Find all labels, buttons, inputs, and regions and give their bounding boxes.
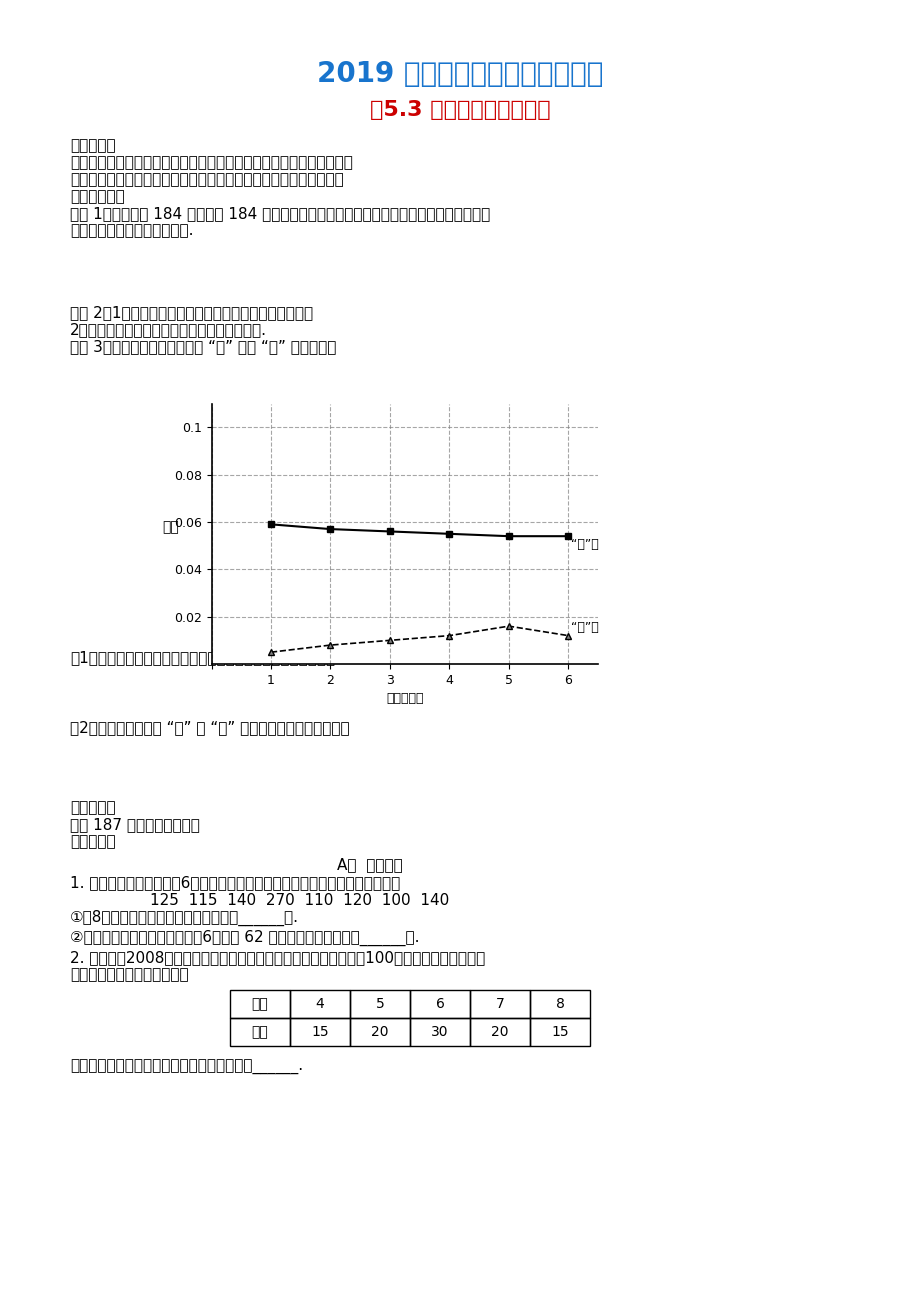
- Text: 思考题：频率如何计算，统计的时候与前面所学习的什么知识有关？: 思考题：频率如何计算，统计的时候与前面所学习的什么知识有关？: [70, 172, 344, 187]
- Text: 15: 15: [550, 1025, 568, 1039]
- Text: （2）你认为该书中的 “的” 和 “了” 两个字的使用频率哪个高？: （2）你认为该书中的 “的” 和 “了” 两个字的使用频率哪个高？: [70, 720, 349, 736]
- Text: 课本 187 面数学理解第一题: 课本 187 面数学理解第一题: [70, 816, 199, 832]
- Bar: [289, 1018, 349, 1046]
- Bar: [470, 990, 529, 1018]
- Text: 7: 7: [495, 997, 504, 1010]
- Text: 配套练习：: 配套练习：: [70, 835, 116, 849]
- Y-axis label: 频率: 频率: [163, 519, 179, 534]
- Text: 125  115  140  270  110  120  100  140: 125 115 140 270 110 120 100 140: [150, 893, 448, 907]
- Text: 问题与题例：: 问题与题例：: [70, 189, 125, 204]
- Text: 1. 光明中学环保小组对析6个餐厅一天的快餐饭盒使用个数做调查，结果如下：: 1. 光明中学环保小组对析6个餐厅一天的快餐饭盒使用个数做调查，结果如下：: [70, 875, 400, 891]
- Text: 2. 为了迎接2008年北京奥运会，昌平区某单位举办了英语培训班．100名职工在一个月内参加: 2. 为了迎接2008年北京奥运会，昌平区某单位举办了英语培训班．100名职工在…: [70, 950, 484, 965]
- Bar: [289, 990, 349, 1018]
- Text: 目标检测：: 目标检测：: [70, 799, 116, 815]
- Bar: [410, 1018, 470, 1046]
- Text: 8: 8: [555, 997, 564, 1010]
- Bar: [470, 1018, 529, 1046]
- X-axis label: 统计的页数: 统计的页数: [386, 693, 423, 706]
- Text: 2019 学年北师大版数学精品资料: 2019 学年北师大版数学精品资料: [316, 60, 603, 89]
- Text: 问题 3：如图是一个学生统计的 “的” 字和 “了” 字的频率图: 问题 3：如图是一个学生统计的 “的” 字和 “了” 字的频率图: [70, 339, 336, 354]
- Text: 《5.3 频数与频率（一）》: 《5.3 频数与频率（一）》: [369, 100, 550, 120]
- Text: 5: 5: [375, 997, 384, 1010]
- Text: 20: 20: [491, 1025, 508, 1039]
- Text: 2、请你设计一个方案，同组同学进行现场统计.: 2、请你设计一个方案，同组同学进行现场统计.: [70, 322, 267, 337]
- Text: 问题 1：观察课本 184 根据课本 184 面的数据统计，你认为这种表示方式好不好？如果不好，: 问题 1：观察课本 184 根据课本 184 面的数据统计，你认为这种表示方式好…: [70, 206, 490, 221]
- Text: 理解频数、频率等概念，并能读懂相应的频数分布直方图和频率折线图: 理解频数、频率等概念，并能读懂相应的频数分布直方图和频率折线图: [70, 155, 353, 171]
- Bar: [529, 990, 589, 1018]
- Text: “的”字: “的”字: [571, 538, 598, 551]
- Bar: [349, 1018, 410, 1046]
- Text: 问题 2：1、你估计语文课本中哪个汉字使用的频率最高？: 问题 2：1、你估计语文课本中哪个汉字使用的频率最高？: [70, 305, 312, 320]
- Text: 15: 15: [311, 1025, 328, 1039]
- Text: 请你设计一个更好的表示方式.: 请你设计一个更好的表示方式.: [70, 223, 193, 238]
- Text: 人数: 人数: [252, 1025, 268, 1039]
- Text: A组  巩固基础: A组 巩固基础: [336, 857, 403, 872]
- Text: 4: 4: [315, 997, 324, 1010]
- Text: 英语培训的次数如下表所示：: 英语培训的次数如下表所示：: [70, 967, 188, 982]
- Text: “了”字: “了”字: [571, 621, 598, 634]
- Text: 20: 20: [371, 1025, 389, 1039]
- Text: 次数: 次数: [252, 997, 268, 1010]
- Text: 30: 30: [431, 1025, 448, 1039]
- Text: ②根据样本平均估计，若该区杠6个餐厅 62 个，则一天共使用饭盒______个.: ②根据样本平均估计，若该区杠6个餐厅 62 个，则一天共使用饭盒______个.: [70, 930, 419, 947]
- Text: ①这8个餐厅平均每个餐厅一天使用饭盒______个.: ①这8个餐厅平均每个餐厅一天使用饭盒______个.: [70, 910, 299, 926]
- Bar: [230, 1018, 289, 1046]
- Text: （1）随着统计总数的增加，这两个字出现的频率是如何变化的？: （1）随着统计总数的增加，这两个字出现的频率是如何变化的？: [70, 650, 335, 665]
- Bar: [410, 990, 470, 1018]
- Bar: [230, 990, 289, 1018]
- Text: 6: 6: [435, 997, 444, 1010]
- Bar: [529, 1018, 589, 1046]
- Bar: [349, 990, 410, 1018]
- Text: 这个月每个老职工平均参加英语培训的次数为______.: 这个月每个老职工平均参加英语培训的次数为______.: [70, 1060, 302, 1075]
- Text: 学习目标：: 学习目标：: [70, 138, 116, 154]
